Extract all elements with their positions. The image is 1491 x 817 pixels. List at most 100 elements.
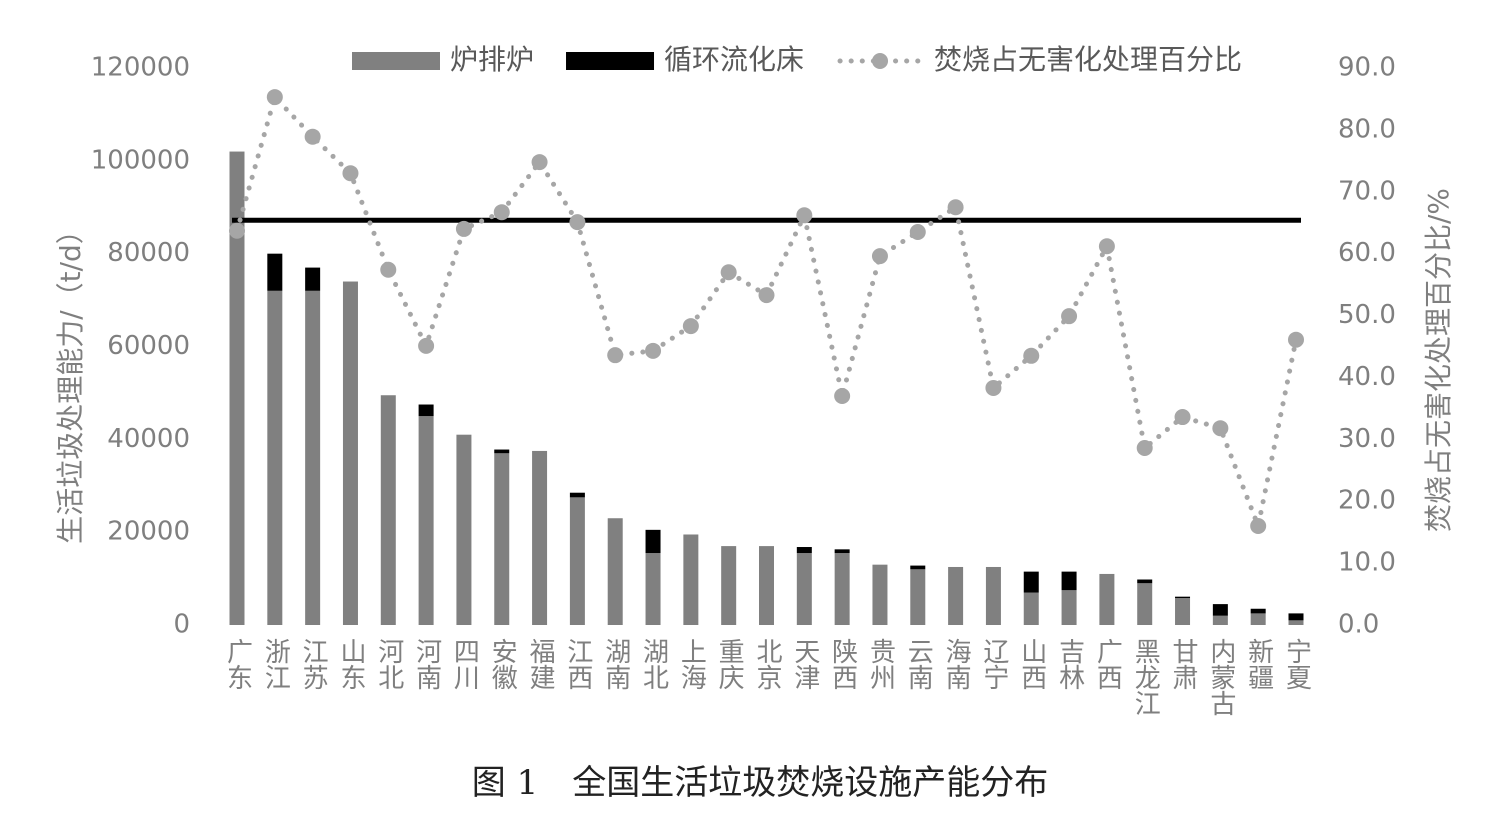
bar-segment <box>796 553 812 625</box>
x-tick-label: 上海 <box>676 638 706 690</box>
y2-tick-label: 70.0 <box>1338 176 1396 206</box>
line-point <box>796 207 813 224</box>
y2-tick-label: 60.0 <box>1338 238 1396 268</box>
bar-segment <box>834 553 850 625</box>
y2-tick-label: 90.0 <box>1338 53 1396 83</box>
bar-segment <box>267 290 283 625</box>
bar-segment <box>985 566 1001 625</box>
bar-segment <box>1099 573 1115 625</box>
x-tick-label: 辽宁 <box>979 638 1009 690</box>
x-tick-label: 河南 <box>412 638 442 690</box>
bar-segment <box>759 546 774 625</box>
line-series <box>234 92 1299 535</box>
bar-segment <box>1061 571 1077 591</box>
legend-swatch <box>352 52 440 70</box>
bar-segment <box>456 434 472 625</box>
line-point <box>304 128 321 145</box>
line-point <box>720 264 737 281</box>
x-tick-label: 广东 <box>223 638 253 690</box>
line-point <box>645 342 662 359</box>
y2-axis-title: 焚烧占无害化处理百分比/% <box>1422 188 1455 532</box>
y2-tick-label: 20.0 <box>1338 486 1396 516</box>
line-point <box>418 337 435 354</box>
bar-segment <box>1061 590 1077 625</box>
bar-segment <box>1288 613 1304 621</box>
bar-segment <box>229 151 245 626</box>
bar-segment <box>305 267 321 291</box>
bar-segment <box>1288 620 1304 625</box>
legend-label: 焚烧占无害化处理百分比 <box>934 43 1242 76</box>
line-point <box>1212 420 1229 437</box>
caption: 图 1 全国生活垃圾焚烧设施产能分布 <box>472 763 1048 803</box>
y-tick-label: 40000 <box>107 424 190 454</box>
bar-segment <box>872 564 888 625</box>
bar-segment <box>683 534 699 625</box>
x-tick-label: 贵州 <box>865 638 895 690</box>
x-tick-label: 四川 <box>449 638 479 690</box>
bar-segment <box>418 416 434 625</box>
line-point <box>985 379 1002 396</box>
bar-segment <box>1137 579 1153 584</box>
x-tick-label: 福建 <box>525 638 555 690</box>
bar-segment <box>607 518 623 625</box>
bar-segment <box>1137 583 1153 625</box>
line-point <box>758 287 775 304</box>
bar-segment <box>645 553 661 625</box>
x-tick-label: 浙江 <box>260 638 290 690</box>
x-tick-label: 湖南 <box>601 638 631 690</box>
x-tick-label: 陕西 <box>828 638 858 690</box>
x-tick-label: 江苏 <box>298 638 328 690</box>
x-tick-label: 山西 <box>1017 638 1047 690</box>
line-point <box>834 388 851 405</box>
y2-tick-label: 40.0 <box>1338 362 1396 392</box>
line-point <box>1061 308 1078 325</box>
y-tick-label: 80000 <box>107 238 190 268</box>
y-tick-label: 0 <box>173 610 190 640</box>
line-point <box>909 224 926 241</box>
line-point <box>1288 331 1304 348</box>
y-tick-label: 100000 <box>91 145 190 175</box>
bar-segment <box>834 549 850 554</box>
x-tick-label: 湖北 <box>639 638 669 690</box>
line-point <box>682 318 699 335</box>
bar-segment <box>267 253 283 291</box>
x-tick-label: 甘肃 <box>1168 638 1198 690</box>
y-tick-label: 20000 <box>107 517 190 547</box>
x-tick-label: 天津 <box>790 638 820 690</box>
line-point <box>1023 347 1040 364</box>
bar-segment <box>342 281 358 625</box>
bar-segment <box>1023 571 1039 593</box>
bar-segment <box>645 529 661 554</box>
x-tick-label: 重庆 <box>714 638 744 690</box>
line-point <box>569 214 586 231</box>
bar-segment <box>1175 598 1191 625</box>
legend-label: 炉排炉 <box>450 43 534 76</box>
y2-tick-label: 80.0 <box>1338 114 1396 144</box>
x-tick-label: 河北 <box>374 638 404 690</box>
y2-tick-label: 0.0 <box>1338 610 1379 640</box>
y-axis-title: 生活垃圾处理能力/（t/d） <box>54 216 87 544</box>
bar-segment <box>532 450 548 625</box>
line-point <box>531 154 548 171</box>
line-point <box>947 199 964 216</box>
line-point <box>871 248 888 265</box>
y2-tick-label: 50.0 <box>1338 300 1396 330</box>
y2-tick-label: 30.0 <box>1338 424 1396 454</box>
bar-segment <box>910 569 926 625</box>
bar-segment <box>796 547 812 554</box>
line-point <box>455 220 472 237</box>
bar-segment <box>721 546 737 625</box>
bar-segment <box>1212 615 1228 625</box>
x-tick-label: 新疆 <box>1244 638 1274 690</box>
line-point <box>342 165 359 182</box>
bar-segment <box>569 492 585 498</box>
x-tick-label: 安徽 <box>487 638 517 690</box>
legend-swatch <box>566 52 655 70</box>
line-point <box>1098 238 1115 255</box>
bar-segment <box>1212 604 1228 616</box>
line-point <box>380 261 397 278</box>
bar-segment <box>948 566 964 625</box>
bar-segment <box>380 395 396 625</box>
bar-segment <box>494 453 510 625</box>
